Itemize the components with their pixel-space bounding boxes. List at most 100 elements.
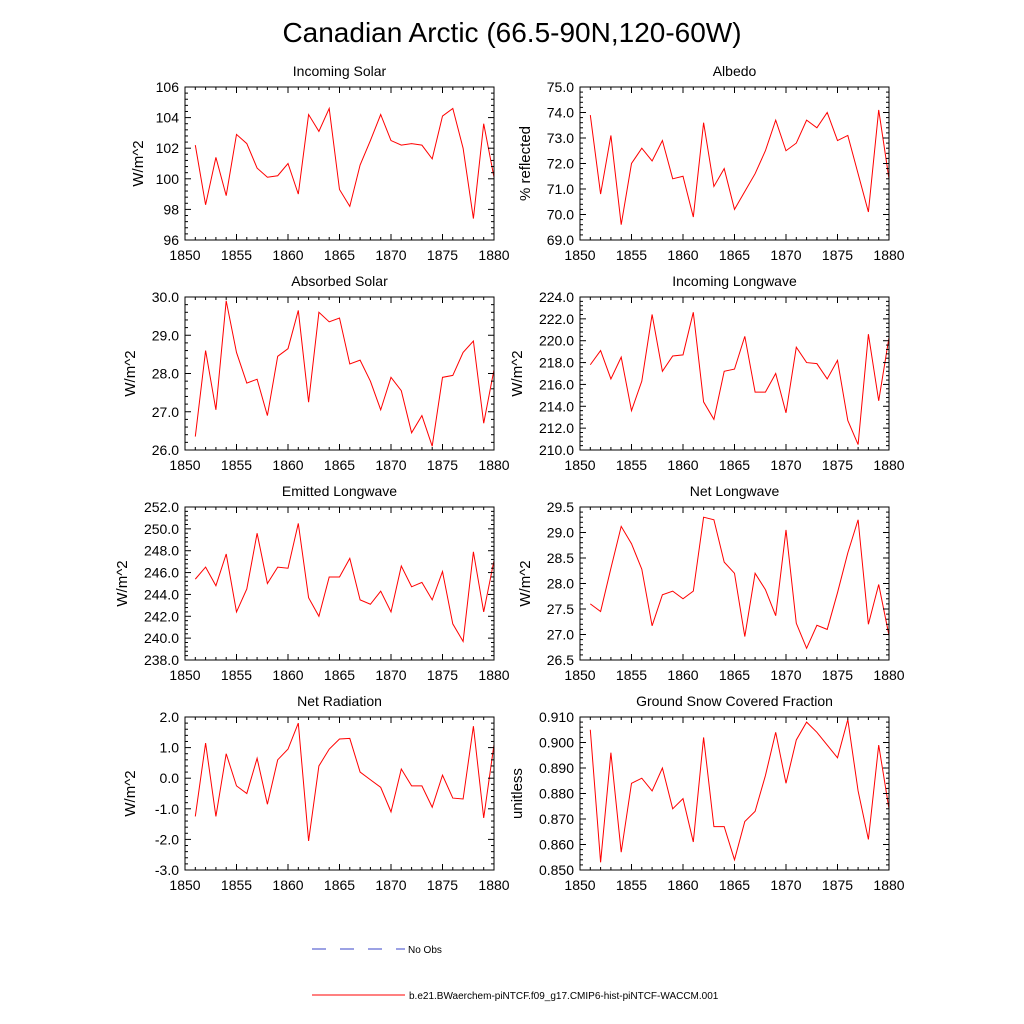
albedo-y-tick-label: 72.0 [547,156,574,172]
incoming-solar-y-tick-label: 98 [163,201,179,217]
incoming-longwave-panel-title: Incoming Longwave [672,273,797,289]
incoming-longwave-x-tick-label: 1850 [564,457,595,473]
net-longwave-series-line [590,516,890,650]
emitted-longwave-x-tick-label: 1855 [221,667,252,683]
emitted-longwave-y-tick-label: 244.0 [144,586,179,602]
net-longwave-plot-frame [579,506,890,661]
incoming-solar-y-tick-label: 102 [156,140,180,156]
absorbed-solar-y-tick-label: 29.0 [152,327,179,343]
incoming-solar-y-tick-label: 104 [156,110,180,126]
incoming-longwave-y-tick-label: 216.0 [539,376,574,392]
legend: No Obs b.e21.BWaerchem-piNTCF.f09_g17.CM… [312,945,719,1002]
panel-incoming-solar: 1850 1855 1860 1865 1870 1875 1880 96 98 100 102 10… [130,63,510,263]
ground-snow-covered-fraction-x-tick-label: 1865 [719,877,750,893]
net-radiation-x-tick-label: 1850 [169,877,200,893]
net-radiation-x-tick-label: 1870 [375,877,406,893]
albedo-y-tick-label: 70.0 [547,207,574,223]
incoming-longwave-x-tick-label: 1870 [770,457,801,473]
panel-absorbed-solar: 1850 1855 1860 1865 1870 1875 1880 26.0 27.0 28.0… [122,273,510,473]
emitted-longwave-x-tick-label: 1875 [427,667,458,683]
panel-incoming-longwave: 1850 1855 1860 1865 1870 1875 1880 210.0 212.0 21… [509,273,905,473]
incoming-solar-x-tick-label: 1870 [375,247,406,263]
albedo-x-tick-label: 1855 [616,247,647,263]
emitted-longwave-x-tick-label: 1880 [478,667,509,683]
net-longwave-y-tick-label: 28.5 [547,550,574,566]
emitted-longwave-y-tick-label: 246.0 [144,565,179,581]
absorbed-solar-x-tick-label: 1875 [427,457,458,473]
legend-model-label: b.e21.BWaerchem-piNTCF.f09_g17.CMIP6-his… [409,991,719,1002]
ground-snow-covered-fraction-y-tick-label: 0.890 [539,760,574,776]
net-radiation-panel-title: Net Radiation [297,693,382,709]
emitted-longwave-y-axis-label: W/m^2 [114,560,131,606]
absorbed-solar-x-tick-label: 1855 [221,457,252,473]
ground-snow-covered-fraction-y-tick-label: 0.880 [539,786,574,802]
albedo-y-tick-label: 75.0 [547,79,574,95]
panel-emitted-longwave: 1850 1855 1860 1865 1870 1875 1880 238.0 240.0 24… [114,483,510,683]
albedo-plot-frame [579,86,890,241]
panel-ground-snow-covered-fraction: 1850 1855 1860 1865 1870 1875 1880 0.850 0.860 0.… [509,693,905,893]
net-longwave-y-tick-label: 29.0 [547,525,574,541]
absorbed-solar-x-tick-label: 1870 [375,457,406,473]
emitted-longwave-y-tick-label: 248.0 [144,543,179,559]
emitted-longwave-y-tick-label: 240.0 [144,630,179,646]
ground-snow-covered-fraction-y-tick-label: 0.870 [539,811,574,827]
albedo-panel-title: Albedo [713,63,757,79]
emitted-longwave-x-tick-label: 1865 [324,667,355,683]
incoming-longwave-x-tick-label: 1855 [616,457,647,473]
ground-snow-covered-fraction-y-axis-label: unitless [509,768,526,819]
ground-snow-covered-fraction-y-tick-label: 0.910 [539,709,574,725]
net-longwave-x-tick-label: 1865 [719,667,750,683]
incoming-longwave-series-line [589,312,890,445]
ground-snow-covered-fraction-x-tick-label: 1855 [616,877,647,893]
absorbed-solar-y-tick-label: 28.0 [152,366,179,382]
net-longwave-y-tick-label: 28.0 [547,576,574,592]
albedo-x-tick-label: 1850 [564,247,595,263]
incoming-longwave-y-tick-label: 224.0 [539,289,574,305]
incoming-solar-x-tick-label: 1850 [169,247,200,263]
incoming-solar-x-tick-label: 1875 [427,247,458,263]
net-radiation-y-tick-label: 2.0 [160,709,180,725]
incoming-longwave-x-tick-label: 1860 [667,457,698,473]
ground-snow-covered-fraction-x-tick-label: 1850 [564,877,595,893]
absorbed-solar-x-tick-label: 1880 [478,457,509,473]
net-radiation-x-tick-label: 1860 [272,877,303,893]
net-radiation-y-tick-label: -2.0 [155,831,179,847]
net-longwave-y-tick-label: 27.5 [547,601,574,617]
incoming-solar-x-tick-label: 1860 [272,247,303,263]
absorbed-solar-y-tick-label: 26.0 [152,442,179,458]
incoming-longwave-y-tick-label: 218.0 [539,355,574,371]
net-radiation-y-tick-label: 0.0 [160,770,180,786]
incoming-longwave-x-tick-label: 1865 [719,457,750,473]
net-longwave-y-tick-label: 26.5 [547,652,574,668]
emitted-longwave-x-tick-label: 1870 [375,667,406,683]
net-longwave-y-tick-label: 29.5 [547,499,574,515]
net-longwave-x-tick-label: 1875 [822,667,853,683]
ground-snow-covered-fraction-x-tick-label: 1860 [667,877,698,893]
incoming-solar-x-tick-label: 1855 [221,247,252,263]
absorbed-solar-y-axis-label: W/m^2 [122,350,139,396]
ground-snow-covered-fraction-series-line [589,719,890,863]
incoming-solar-series-line [194,106,495,219]
incoming-solar-x-tick-label: 1865 [324,247,355,263]
net-longwave-x-tick-label: 1850 [564,667,595,683]
albedo-x-tick-label: 1870 [770,247,801,263]
albedo-y-tick-label: 73.0 [547,130,574,146]
emitted-longwave-series-line [194,523,495,643]
net-radiation-x-tick-label: 1880 [478,877,509,893]
net-longwave-x-tick-label: 1880 [873,667,904,683]
incoming-solar-y-tick-label: 96 [163,232,179,248]
absorbed-solar-y-tick-label: 30.0 [152,289,179,305]
ground-snow-covered-fraction-x-tick-label: 1880 [873,877,904,893]
incoming-longwave-x-tick-label: 1880 [873,457,904,473]
ground-snow-covered-fraction-x-tick-label: 1875 [822,877,853,893]
net-longwave-x-tick-label: 1855 [616,667,647,683]
absorbed-solar-x-tick-label: 1865 [324,457,355,473]
albedo-x-tick-label: 1875 [822,247,853,263]
net-radiation-x-tick-label: 1875 [427,877,458,893]
emitted-longwave-panel-title: Emitted Longwave [282,483,397,499]
incoming-solar-y-tick-label: 100 [156,171,180,187]
incoming-solar-y-axis-label: W/m^2 [130,140,147,186]
albedo-y-tick-label: 71.0 [547,181,574,197]
absorbed-solar-x-tick-label: 1860 [272,457,303,473]
legend-no-obs-label: No Obs [408,945,442,956]
